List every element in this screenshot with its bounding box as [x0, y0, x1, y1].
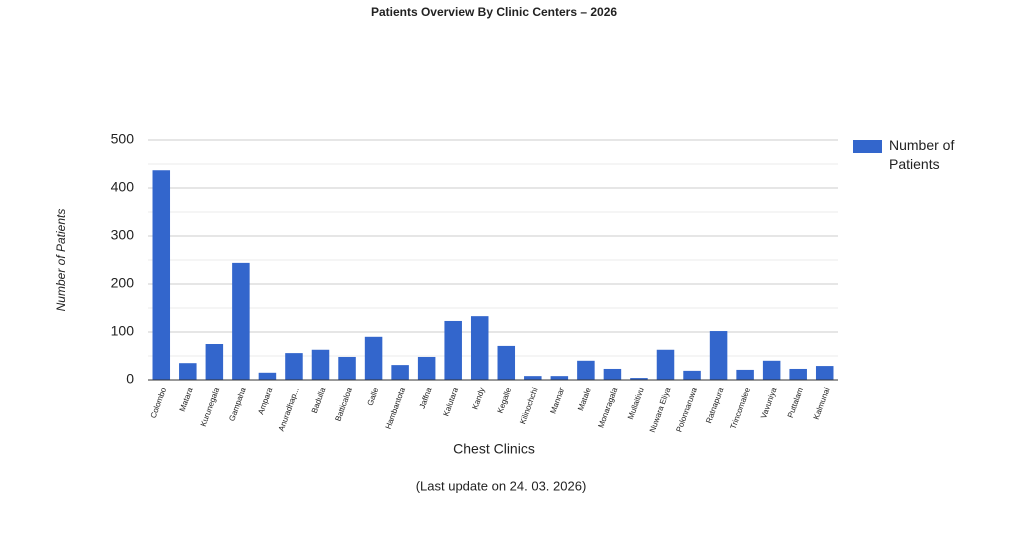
- bar: [603, 368, 622, 380]
- bar: [577, 360, 595, 380]
- bar: [179, 363, 197, 380]
- y-tick-label: 200: [111, 275, 135, 291]
- bar: [789, 368, 807, 380]
- bar: [311, 349, 330, 380]
- bar: [364, 336, 383, 380]
- legend-line: Number of: [889, 137, 954, 153]
- y-tick-label: 300: [111, 227, 135, 243]
- bar: [524, 376, 542, 380]
- y-tick-label: 100: [111, 323, 135, 339]
- bar: [762, 360, 781, 380]
- bar: [417, 356, 436, 380]
- bar: [338, 356, 356, 380]
- bar: [497, 345, 516, 380]
- bar: [550, 376, 569, 380]
- legend-label: Number of Patients: [889, 137, 954, 172]
- legend-line: Patients: [889, 156, 940, 172]
- bar: [736, 369, 754, 380]
- chart-title: Patients Overview By Clinic Centers – 20…: [371, 5, 617, 19]
- bar: [630, 378, 648, 380]
- bar: [444, 320, 462, 380]
- bar: [815, 366, 834, 380]
- x-axis-label: Chest Clinics: [453, 441, 535, 457]
- bar: [656, 349, 675, 380]
- bar: [683, 370, 701, 380]
- bar: [470, 316, 489, 380]
- bar: [709, 331, 728, 380]
- bar: [232, 262, 250, 380]
- y-tick-label: 400: [111, 179, 135, 195]
- bar: [152, 170, 171, 380]
- bar: [205, 344, 224, 380]
- legend-swatch: [853, 140, 882, 153]
- y-tick-label: 0: [126, 371, 134, 387]
- bar: [258, 372, 277, 380]
- footnote: (Last update on 24. 03. 2026): [416, 478, 587, 493]
- bar: [391, 365, 409, 380]
- bar: [285, 353, 303, 380]
- y-tick-label: 500: [111, 131, 135, 147]
- y-axis-label: Number of Patients: [54, 209, 68, 312]
